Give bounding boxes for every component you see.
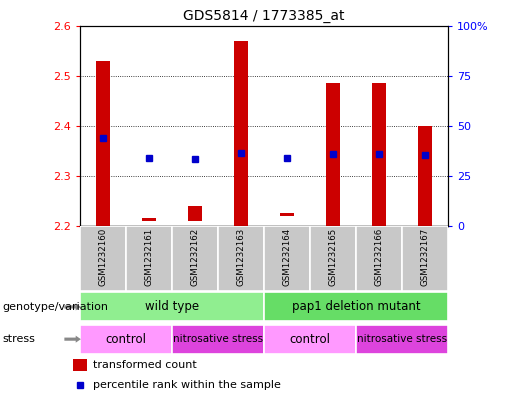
Bar — [74, 359, 87, 371]
Text: genotype/variation: genotype/variation — [3, 302, 109, 312]
Bar — [80, 226, 126, 291]
Bar — [280, 213, 294, 216]
Text: control: control — [289, 332, 331, 346]
Text: transformed count: transformed count — [93, 360, 197, 370]
Bar — [356, 226, 402, 291]
Bar — [188, 206, 202, 221]
Bar — [264, 325, 356, 354]
Text: stress: stress — [3, 334, 36, 344]
Bar — [80, 292, 264, 321]
Text: nitrosative stress: nitrosative stress — [173, 334, 263, 344]
Text: GSM1232166: GSM1232166 — [374, 228, 384, 286]
Text: GSM1232160: GSM1232160 — [98, 228, 107, 286]
Bar — [142, 219, 156, 221]
Bar — [172, 226, 218, 291]
Text: control: control — [106, 332, 146, 346]
Bar — [126, 226, 172, 291]
Bar — [172, 325, 264, 354]
Bar — [96, 61, 110, 226]
Text: nitrosative stress: nitrosative stress — [357, 334, 447, 344]
Text: percentile rank within the sample: percentile rank within the sample — [93, 380, 281, 390]
Bar — [264, 292, 448, 321]
Bar — [234, 40, 248, 226]
Bar — [402, 226, 448, 291]
Text: GSM1232165: GSM1232165 — [329, 228, 337, 286]
Bar — [264, 226, 310, 291]
Text: GSM1232164: GSM1232164 — [282, 228, 291, 286]
Title: GDS5814 / 1773385_at: GDS5814 / 1773385_at — [183, 9, 345, 23]
Text: wild type: wild type — [145, 300, 199, 314]
Bar — [326, 83, 340, 226]
Text: GSM1232161: GSM1232161 — [144, 228, 153, 286]
Bar — [372, 83, 386, 226]
Text: GSM1232163: GSM1232163 — [236, 228, 246, 286]
Bar — [356, 325, 448, 354]
Bar — [310, 226, 356, 291]
Text: GSM1232167: GSM1232167 — [421, 228, 430, 286]
Text: GSM1232162: GSM1232162 — [191, 228, 199, 286]
Bar — [80, 325, 172, 354]
Bar — [418, 126, 432, 226]
Bar — [218, 226, 264, 291]
Text: pap1 deletion mutant: pap1 deletion mutant — [291, 300, 420, 314]
